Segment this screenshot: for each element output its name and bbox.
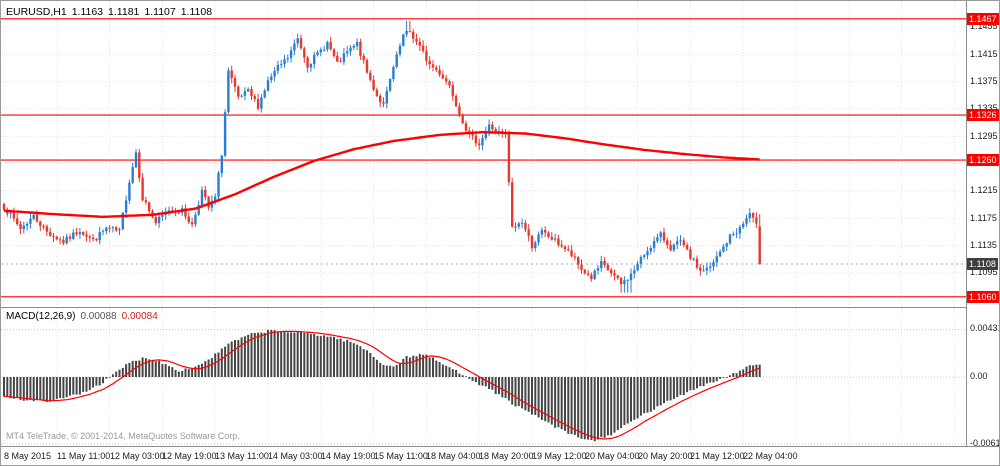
macd-histogram bbox=[3, 329, 761, 442]
time-tick-label: 8 May 2015 bbox=[4, 451, 52, 461]
price-tick-label: 1.1375 bbox=[970, 76, 998, 87]
macd-axis-label: 0.00 bbox=[970, 370, 988, 381]
price-tick-label: 1.1455 bbox=[970, 21, 998, 32]
chart-title: EURUSD,H1 1.1163 1.1181 1.1107 1.1108 bbox=[6, 6, 217, 18]
price-tick-label: 1.1295 bbox=[970, 130, 998, 141]
time-tick-label: 12 May 19:00 bbox=[162, 451, 217, 461]
close-value: 1.1108 bbox=[180, 6, 213, 18]
symbol-period-label: EURUSD,H1 bbox=[6, 6, 67, 18]
moving-average-line[interactable] bbox=[3, 130, 760, 219]
price-chart-canvas[interactable] bbox=[1, 1, 966, 307]
low-value: 1.1107 bbox=[144, 6, 176, 18]
time-tick-label: 14 May 19:00 bbox=[321, 451, 376, 461]
time-tick-label: 22 May 04:00 bbox=[743, 451, 798, 461]
price-level-badge: 1.1260 bbox=[967, 154, 999, 167]
time-tick-label: 12 May 03:00 bbox=[110, 451, 165, 461]
price-level-badge: 1.1467 bbox=[967, 12, 999, 25]
macd-signal-line bbox=[3, 330, 760, 440]
macd-header: MACD(12,26,9) 0.00088 0.00084 bbox=[6, 311, 163, 322]
time-axis[interactable]: 8 May 2015 11 May 11:00 12 May 03:00 12 May… bbox=[1, 446, 999, 465]
price-axis[interactable]: 1.14551.14151.13751.13351.12951.12551.12… bbox=[966, 1, 1000, 448]
time-tick-label: 20 May 04:00 bbox=[585, 451, 640, 461]
candles-group[interactable] bbox=[2, 20, 761, 293]
macd-signal-value: 0.00084 bbox=[121, 311, 158, 322]
copyright-text: MT4 TeleTrade, © 2001-2014, MetaQuotes S… bbox=[6, 431, 240, 441]
macd-main-value: 0.00088 bbox=[80, 311, 117, 322]
time-tick-label: 20 May 20:00 bbox=[638, 451, 693, 461]
main-grid bbox=[1, 1, 966, 307]
time-tick-label: 11 May 11:00 bbox=[57, 451, 111, 461]
price-tick-label: 1.1135 bbox=[970, 240, 997, 251]
time-tick-label: 13 May 11:00 bbox=[215, 451, 269, 461]
price-level-badge: 1.1326 bbox=[967, 109, 999, 122]
current-price-badge: 1.1108 bbox=[967, 257, 998, 270]
price-tick-label: 1.1215 bbox=[970, 185, 998, 196]
time-tick-label: 18 May 04:00 bbox=[426, 451, 481, 461]
time-tick-label: 19 May 12:00 bbox=[532, 451, 587, 461]
open-value: 1.1163 bbox=[71, 6, 104, 18]
sr-level-lines[interactable] bbox=[1, 18, 966, 298]
price-tick-label: 1.1095 bbox=[970, 267, 998, 278]
macd-axis-label: 0.00431 bbox=[970, 323, 1000, 334]
macd-indicator-pane[interactable] bbox=[1, 307, 966, 446]
time-tick-label: 18 May 20:00 bbox=[479, 451, 534, 461]
main-chart-pane[interactable] bbox=[1, 1, 966, 307]
price-tick-label: 1.1335 bbox=[970, 103, 998, 114]
price-tick-label: 1.1415 bbox=[970, 48, 998, 59]
macd-axis-label: -0.0061 bbox=[970, 437, 1000, 448]
time-tick-label: 21 May 12:00 bbox=[690, 451, 745, 461]
macd-canvas[interactable] bbox=[1, 308, 966, 446]
price-level-badge: 1.1060 bbox=[967, 290, 999, 303]
macd-name-label: MACD(12,26,9) bbox=[6, 311, 76, 322]
time-tick-label: 14 May 03:00 bbox=[268, 451, 323, 461]
high-value: 1.1181 bbox=[108, 6, 140, 18]
macd-level-lines bbox=[1, 329, 966, 445]
price-tick-label: 1.1175 bbox=[970, 212, 997, 223]
time-tick-label: 15 May 11:00 bbox=[374, 451, 428, 461]
